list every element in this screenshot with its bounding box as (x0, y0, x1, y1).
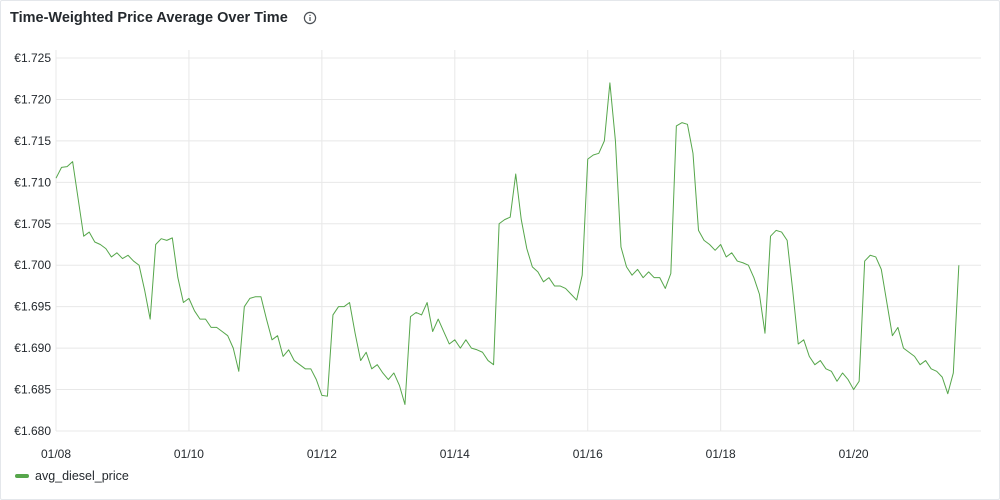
y-tick-label: €1.715 (14, 134, 51, 148)
x-tick-label: 01/20 (839, 447, 869, 461)
x-axis: 01/08 01/10 01/12 01/14 01/16 01/18 01/20 (41, 447, 869, 461)
y-tick-label: €1.700 (14, 258, 51, 272)
y-tick-label: €1.710 (14, 175, 51, 189)
series-line-avg-diesel-price[interactable] (55, 82, 960, 405)
y-tick-label: €1.690 (14, 341, 51, 355)
y-tick-label: €1.705 (14, 217, 51, 231)
info-circle-icon[interactable] (303, 11, 317, 25)
legend-swatch (15, 474, 29, 478)
legend: avg_diesel_price (15, 469, 129, 483)
line-chart: €1.680 €1.685 €1.690 €1.695 €1.700 €1.705 €1.7… (14, 50, 981, 461)
legend-item-avg-diesel-price[interactable]: avg_diesel_price (15, 469, 129, 483)
x-tick-label: 01/16 (573, 447, 603, 461)
y-tick-label: €1.695 (14, 300, 51, 314)
panel-title: Time-Weighted Price Average Over Time (10, 10, 288, 26)
y-tick-label: €1.685 (14, 383, 51, 397)
y-tick-label: €1.680 (14, 424, 51, 438)
x-tick-label: 01/08 (41, 447, 71, 461)
x-tick-label: 01/10 (174, 447, 204, 461)
series-layer (55, 82, 960, 405)
legend-label: avg_diesel_price (35, 469, 129, 483)
x-tick-label: 01/12 (307, 447, 337, 461)
y-tick-label: €1.725 (14, 51, 51, 65)
x-tick-label: 01/14 (440, 447, 470, 461)
grid (55, 50, 981, 432)
y-axis: €1.680 €1.685 €1.690 €1.695 €1.700 €1.705 €1.7… (14, 51, 51, 438)
x-tick-label: 01/18 (706, 447, 736, 461)
y-tick-label: €1.720 (14, 92, 51, 106)
panel-header: Time-Weighted Price Average Over Time (10, 7, 317, 29)
